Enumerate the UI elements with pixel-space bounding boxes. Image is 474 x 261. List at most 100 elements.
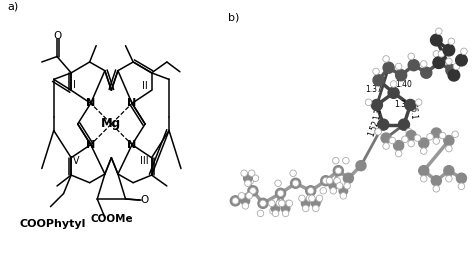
Circle shape (283, 210, 289, 217)
Circle shape (444, 135, 454, 146)
Circle shape (439, 132, 446, 139)
Circle shape (406, 128, 412, 135)
Circle shape (343, 173, 354, 183)
Circle shape (333, 166, 343, 176)
Text: O: O (53, 31, 61, 41)
Circle shape (444, 166, 454, 176)
Circle shape (443, 44, 455, 56)
Text: N: N (128, 140, 137, 150)
Circle shape (279, 200, 285, 207)
Circle shape (337, 182, 343, 189)
Circle shape (316, 195, 323, 201)
Circle shape (383, 56, 389, 62)
Circle shape (453, 63, 460, 70)
Circle shape (241, 170, 247, 176)
Circle shape (333, 157, 339, 164)
Circle shape (420, 148, 427, 154)
Circle shape (290, 170, 296, 176)
Circle shape (312, 205, 319, 212)
Text: 1.34: 1.34 (373, 102, 384, 120)
Circle shape (230, 196, 240, 206)
Circle shape (247, 177, 254, 184)
Text: III: III (140, 156, 148, 166)
Circle shape (281, 204, 290, 213)
Circle shape (305, 198, 311, 204)
Circle shape (311, 199, 320, 207)
Text: b): b) (228, 13, 239, 22)
Circle shape (430, 34, 442, 46)
Circle shape (456, 54, 467, 66)
Text: COOMe: COOMe (90, 213, 133, 224)
Circle shape (306, 195, 313, 201)
Circle shape (446, 175, 452, 182)
Circle shape (299, 195, 305, 201)
Circle shape (258, 198, 268, 208)
Circle shape (356, 161, 366, 171)
Circle shape (301, 199, 310, 207)
Circle shape (285, 200, 292, 207)
Circle shape (414, 135, 421, 141)
Circle shape (433, 51, 439, 57)
Circle shape (446, 58, 452, 65)
Circle shape (456, 173, 466, 183)
Circle shape (448, 38, 455, 45)
Text: 1.39: 1.39 (394, 100, 411, 109)
Circle shape (395, 150, 402, 157)
Circle shape (330, 187, 337, 194)
Circle shape (246, 193, 253, 199)
Circle shape (408, 53, 414, 60)
Circle shape (302, 205, 309, 212)
Circle shape (334, 177, 340, 184)
Circle shape (326, 177, 333, 184)
Text: N: N (86, 98, 95, 108)
Circle shape (408, 60, 419, 71)
Text: Mg: Mg (101, 117, 121, 130)
Circle shape (260, 200, 266, 207)
Circle shape (446, 65, 457, 76)
Circle shape (408, 140, 414, 147)
Circle shape (419, 166, 429, 176)
Circle shape (373, 68, 379, 75)
Circle shape (238, 193, 245, 199)
Circle shape (448, 69, 460, 81)
Circle shape (344, 182, 350, 189)
Circle shape (373, 75, 384, 86)
Circle shape (419, 138, 429, 148)
Circle shape (433, 186, 439, 192)
Text: IV: IV (70, 156, 79, 166)
Circle shape (241, 197, 250, 205)
Circle shape (320, 187, 327, 194)
Circle shape (277, 190, 284, 197)
Circle shape (309, 195, 315, 201)
Circle shape (248, 186, 258, 196)
Circle shape (389, 137, 396, 144)
Text: N: N (86, 140, 95, 150)
Circle shape (250, 187, 256, 194)
Circle shape (245, 180, 251, 187)
Circle shape (291, 178, 301, 188)
Circle shape (415, 99, 422, 105)
Circle shape (431, 176, 441, 186)
Circle shape (252, 175, 259, 181)
Text: 66.1: 66.1 (407, 102, 418, 120)
Circle shape (268, 200, 275, 207)
Circle shape (433, 138, 439, 144)
Circle shape (427, 134, 433, 140)
Circle shape (322, 177, 329, 184)
Circle shape (436, 28, 442, 34)
Circle shape (391, 81, 397, 87)
Circle shape (329, 181, 337, 190)
Text: 1.40: 1.40 (395, 80, 412, 88)
Circle shape (405, 99, 416, 110)
Circle shape (371, 99, 383, 110)
Circle shape (395, 63, 402, 70)
Circle shape (461, 48, 467, 55)
Text: 1.37: 1.37 (365, 85, 382, 93)
Circle shape (420, 61, 427, 67)
Circle shape (433, 57, 444, 68)
Circle shape (321, 176, 331, 186)
Circle shape (315, 198, 321, 204)
Text: N: N (128, 98, 137, 108)
Circle shape (458, 183, 465, 189)
Circle shape (406, 130, 416, 141)
